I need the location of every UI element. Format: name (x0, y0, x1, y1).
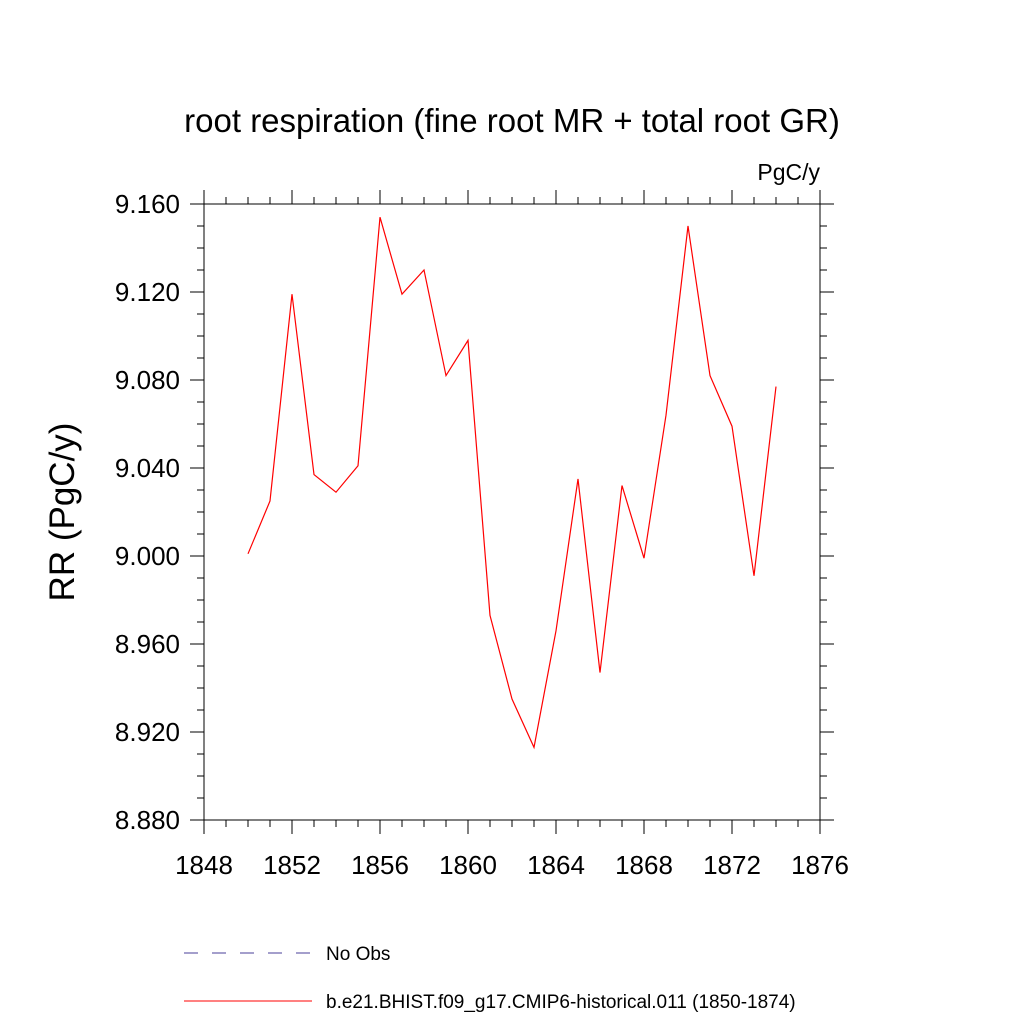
x-tick-label: 1860 (439, 850, 497, 880)
y-tick-label: 9.160 (115, 189, 180, 219)
legend: No Obs b.e21.BHIST.f09_g17.CMIP6-historic… (184, 944, 796, 1013)
plot-area: 1848 1852 1856 1860 1864 1868 1872 1876 8.880 8.9… (115, 189, 849, 880)
y-tick-label: 8.880 (115, 805, 180, 835)
legend-label: No Obs (326, 944, 390, 965)
units-label: PgC/y (757, 159, 820, 185)
x-tick-label: 1856 (351, 850, 409, 880)
y-tick-label: 8.960 (115, 629, 180, 659)
series-line-0 (247, 217, 777, 750)
y-tick-label: 9.120 (115, 277, 180, 307)
y-tick-label: 9.040 (115, 453, 180, 483)
x-tick-label: 1848 (175, 850, 233, 880)
y-tick-label: 9.080 (115, 365, 180, 395)
legend-label: b.e21.BHIST.f09_g17.CMIP6-historical.011… (326, 992, 796, 1013)
x-tick-label: 1876 (791, 850, 849, 880)
x-tick-label: 1864 (527, 850, 585, 880)
chart-title: root respiration (fine root MR + total r… (184, 102, 840, 139)
plot-frame (203, 203, 821, 821)
x-tick-label: 1852 (263, 850, 321, 880)
x-tick-label: 1868 (615, 850, 673, 880)
x-tick-label: 1872 (703, 850, 761, 880)
y-axis-label: RR (PgC/y) (43, 423, 82, 602)
y-tick-label: 8.920 (115, 717, 180, 747)
y-tick-label: 9.000 (115, 541, 180, 571)
